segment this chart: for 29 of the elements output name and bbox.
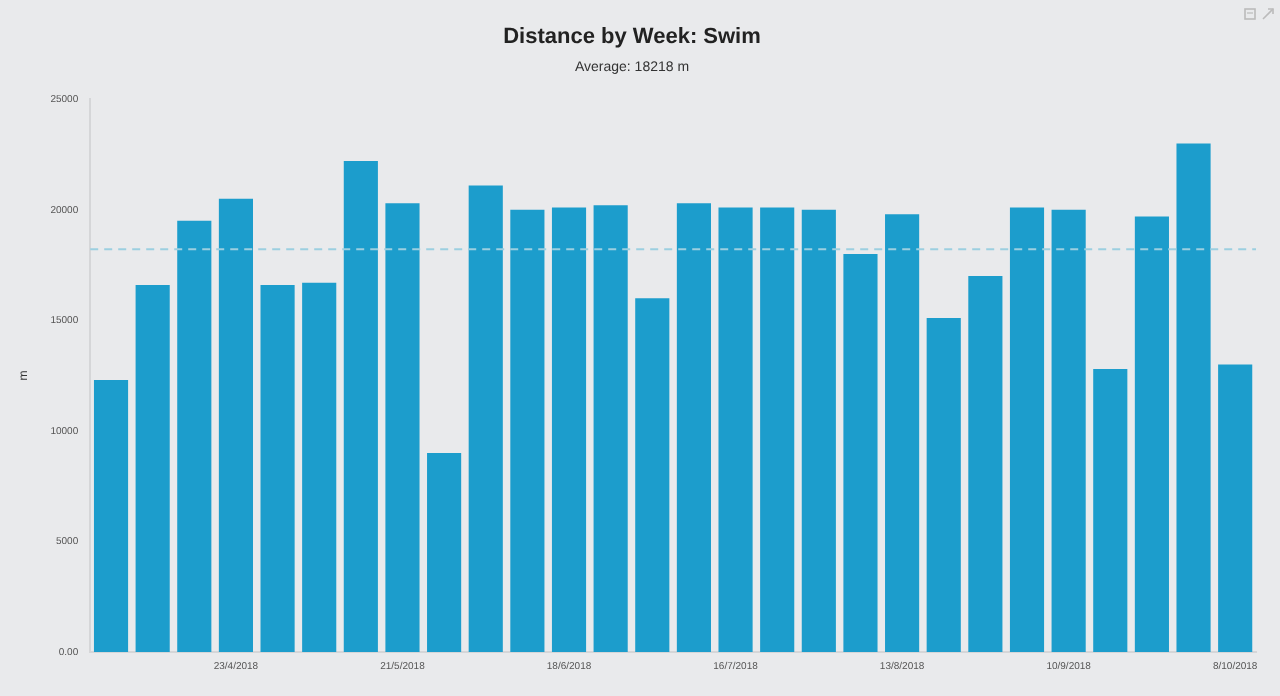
bar [135, 284, 170, 652]
bar [801, 209, 836, 652]
bar [593, 205, 628, 652]
bar [218, 198, 253, 652]
bar [510, 209, 545, 652]
bar [926, 318, 961, 652]
bar [468, 185, 503, 652]
bar [718, 207, 753, 652]
bar [676, 203, 711, 652]
bar [635, 298, 670, 652]
bar [551, 207, 587, 652]
bar [427, 452, 462, 652]
bar [1093, 368, 1128, 652]
bar [1134, 216, 1169, 652]
bar [885, 214, 920, 652]
bar [1051, 209, 1086, 652]
bar [343, 161, 378, 652]
bar [843, 253, 878, 652]
bar [1176, 143, 1211, 652]
bar [177, 220, 212, 652]
bar [385, 203, 420, 652]
bar [760, 207, 795, 652]
bar [260, 284, 295, 652]
chart-title: Distance by Week: Swim [503, 25, 762, 50]
bar [93, 380, 129, 652]
bar [1218, 364, 1253, 652]
bar [1009, 207, 1045, 652]
bar [968, 276, 1003, 652]
bar [302, 282, 337, 652]
